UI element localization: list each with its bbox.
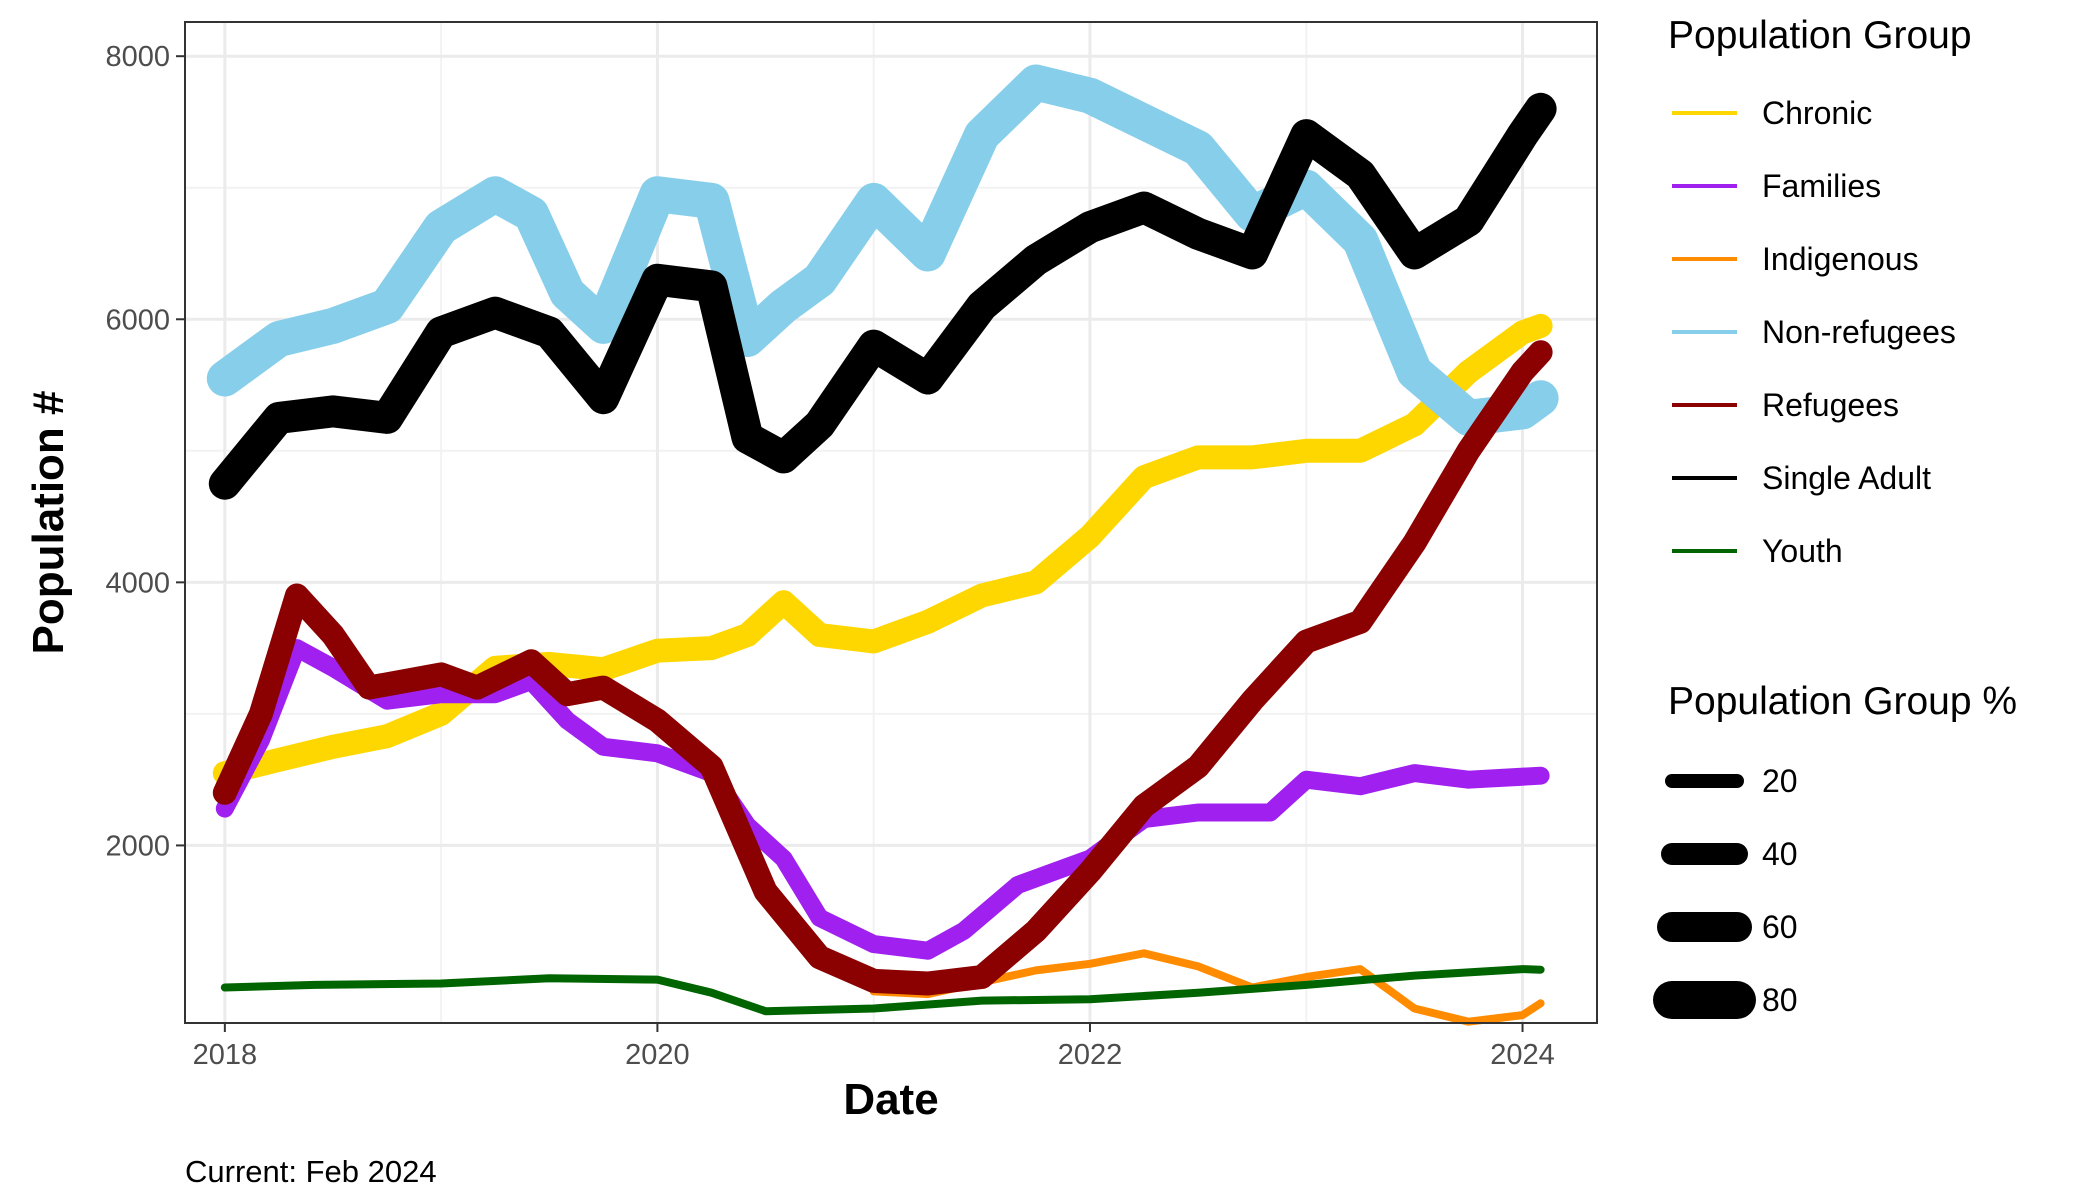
y-axis-title: Population # — [24, 391, 73, 655]
axis-ticks: 2018 2020 2022 2024 2000 4000 6000 8000 — [105, 41, 1554, 1071]
y-tick-label: 4000 — [105, 567, 170, 599]
legend-size-label: 20 — [1762, 763, 1798, 799]
x-tick-label: 2018 — [193, 1039, 258, 1071]
legend-label: Chronic — [1762, 95, 1872, 131]
legend-size-title: Population Group % — [1668, 680, 2017, 723]
legend-color-title: Population Group — [1668, 14, 1972, 57]
x-tick-label: 2020 — [625, 1039, 690, 1071]
legend-label: Indigenous — [1762, 241, 1919, 277]
y-tick-label: 6000 — [105, 304, 170, 336]
series-line-refugees — [212, 340, 1553, 996]
x-axis-title: Date — [843, 1075, 938, 1124]
chart-caption: Current: Feb 2024 — [185, 1154, 437, 1189]
legend-label: Non-refugees — [1762, 314, 1956, 350]
series-lines — [206, 64, 1559, 1026]
series-line-youth — [220, 965, 1545, 1016]
legend-label: Single Adult — [1762, 460, 1931, 496]
plot-panel-border — [184, 21, 1598, 1024]
x-tick-label: 2022 — [1058, 1039, 1123, 1071]
legend-label: Youth — [1762, 533, 1843, 569]
series-line-single-adult — [208, 92, 1557, 500]
y-tick-label: 8000 — [105, 41, 170, 73]
legend-size: Population Group % 20 40 60 80 — [1653, 680, 2017, 1019]
legend-size-label: 80 — [1762, 982, 1798, 1018]
legend-label: Families — [1762, 168, 1881, 204]
series-line-non-refugees — [206, 64, 1559, 436]
legend-color: Population Group Chronic Families Indigeno… — [1668, 14, 1972, 569]
series-line-families — [215, 639, 1550, 960]
legend-size-label: 40 — [1762, 836, 1798, 872]
legend-label: Refugees — [1762, 387, 1899, 423]
legend-size-label: 60 — [1762, 909, 1798, 945]
y-tick-label: 2000 — [105, 830, 170, 862]
x-tick-label: 2024 — [1490, 1039, 1555, 1071]
